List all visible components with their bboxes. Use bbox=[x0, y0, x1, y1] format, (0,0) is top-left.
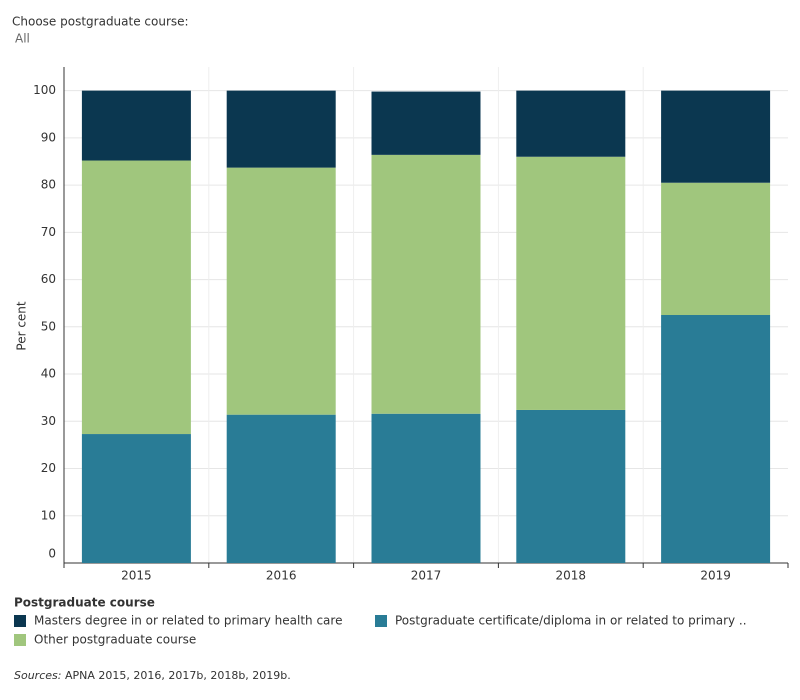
y-tick-label: 30 bbox=[41, 414, 56, 428]
filter-value[interactable]: All bbox=[15, 32, 30, 46]
bar-segment bbox=[516, 409, 626, 563]
y-tick-label: 20 bbox=[41, 461, 56, 475]
y-tick-label: 40 bbox=[41, 367, 56, 381]
bar-segment bbox=[81, 90, 191, 161]
bar-segment bbox=[226, 414, 336, 563]
y-tick-label: 70 bbox=[41, 225, 56, 239]
x-tick-label: 2017 bbox=[411, 569, 442, 583]
bar-segment bbox=[81, 434, 191, 563]
filter-label: Choose postgraduate course: bbox=[12, 15, 189, 29]
x-tick-label: 2015 bbox=[121, 569, 152, 583]
bar-segment bbox=[516, 156, 626, 410]
x-tick-label: 2018 bbox=[556, 569, 587, 583]
bar-segment bbox=[371, 413, 481, 563]
legend-label: Postgraduate certificate/diploma in or r… bbox=[395, 614, 747, 628]
y-axis-title: Per cent bbox=[15, 301, 29, 351]
bar-segment bbox=[226, 90, 336, 168]
x-tick-label: 2016 bbox=[266, 569, 297, 583]
legend-label: Masters degree in or related to primary … bbox=[34, 614, 342, 628]
legend-label: Other postgraduate course bbox=[34, 633, 196, 647]
sources: Sources: APNA 2015, 2016, 2017b, 2018b, … bbox=[14, 669, 291, 682]
y-tick-label: 100 bbox=[33, 83, 56, 97]
legend-swatch bbox=[14, 634, 26, 646]
y-tick-label: 60 bbox=[41, 272, 56, 286]
bar-segment bbox=[81, 160, 191, 435]
y-tick-label: 0 bbox=[48, 547, 56, 561]
y-tick-label: 10 bbox=[41, 508, 56, 522]
bar-segment bbox=[661, 182, 771, 315]
legend-swatch bbox=[14, 615, 26, 627]
legend-swatch bbox=[375, 615, 387, 627]
bar-segment bbox=[661, 90, 771, 183]
bar-segment bbox=[661, 315, 771, 563]
bar-segment bbox=[371, 91, 481, 155]
legend-title: Postgraduate course bbox=[14, 596, 155, 610]
sources-text: APNA 2015, 2016, 2017b, 2018b, 2019b. bbox=[65, 669, 291, 682]
bar-segment bbox=[371, 154, 481, 414]
x-tick-label: 2019 bbox=[700, 569, 731, 583]
bar-segment bbox=[516, 90, 626, 157]
y-tick-label: 90 bbox=[41, 130, 56, 144]
y-tick-label: 50 bbox=[41, 319, 56, 333]
sources-label: Sources: bbox=[14, 669, 61, 682]
y-tick-label: 80 bbox=[41, 178, 56, 192]
bar-segment bbox=[226, 167, 336, 415]
